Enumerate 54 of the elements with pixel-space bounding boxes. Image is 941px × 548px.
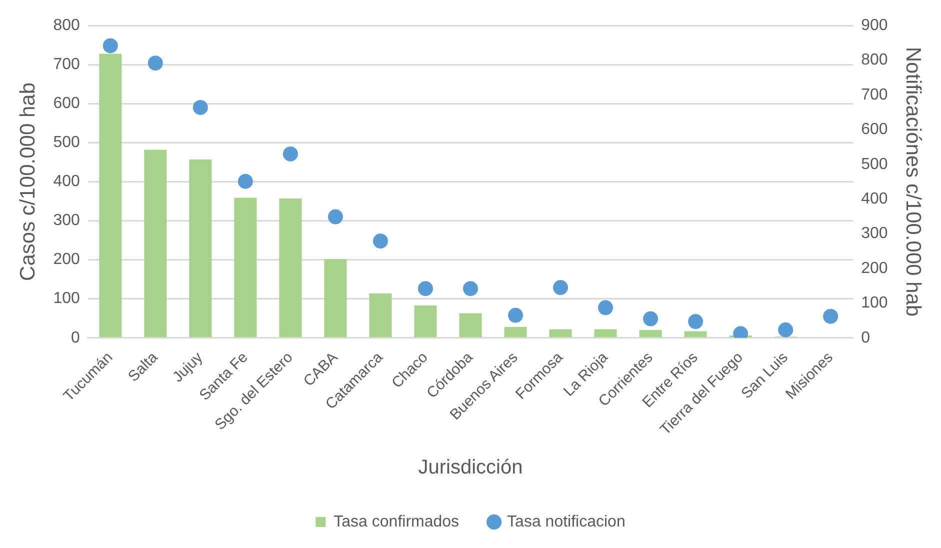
y2-tick-label: 100 (861, 294, 888, 312)
y-tick-label: 600 (53, 95, 80, 112)
y2-tick-label: 800 (861, 52, 888, 69)
y-tick-label: 0 (70, 329, 80, 346)
y2-tick-label: 500 (861, 156, 888, 173)
bar (414, 305, 437, 338)
y-axis-title: Casos c/100.000 hab (16, 82, 40, 281)
point (778, 322, 794, 338)
bar (639, 330, 662, 338)
bar (279, 198, 302, 338)
point (463, 281, 478, 296)
point (192, 100, 208, 115)
point (508, 308, 524, 323)
bar (504, 326, 527, 338)
point (282, 146, 298, 162)
point (328, 209, 343, 224)
y2-tick-label: 900 (861, 17, 888, 34)
y-tick-label: 700 (53, 56, 80, 74)
bar (549, 329, 572, 338)
point (688, 314, 704, 330)
point (823, 308, 838, 324)
legend-label: Tasa confirmados (334, 513, 460, 530)
y2-tick-label: 300 (861, 225, 888, 242)
y-tick-label: 500 (53, 134, 80, 152)
y-tick-label: 800 (53, 17, 80, 34)
point (148, 56, 163, 71)
y2-tick-label: 600 (861, 121, 888, 138)
point (238, 174, 253, 189)
y-tick-label: 100 (53, 290, 80, 308)
y2-tick-label: 200 (861, 260, 888, 277)
y2-tick-label: 700 (861, 86, 888, 104)
point (553, 280, 568, 296)
point (598, 300, 614, 316)
bar (99, 54, 122, 338)
y2-tick-label: 400 (861, 190, 888, 208)
bar (144, 150, 167, 338)
bar (459, 313, 482, 338)
bar (369, 293, 392, 338)
bar (324, 259, 347, 338)
y2-tick-label: 0 (861, 329, 870, 346)
point (102, 38, 118, 54)
bar (594, 329, 617, 338)
y-tick-label: 400 (53, 173, 80, 190)
point (372, 234, 388, 249)
bar (189, 159, 212, 338)
y2-axis-title: Notificaciónes c/100.000 hab (902, 46, 925, 317)
legend-label: Tasa notificacion (507, 513, 626, 530)
bar (684, 331, 707, 338)
x-axis-title: Jurisdicción (418, 456, 523, 479)
bar (234, 198, 257, 338)
point (418, 281, 433, 296)
y-tick-label: 200 (53, 251, 80, 268)
y-tick-label: 300 (53, 212, 80, 230)
point (643, 311, 658, 326)
